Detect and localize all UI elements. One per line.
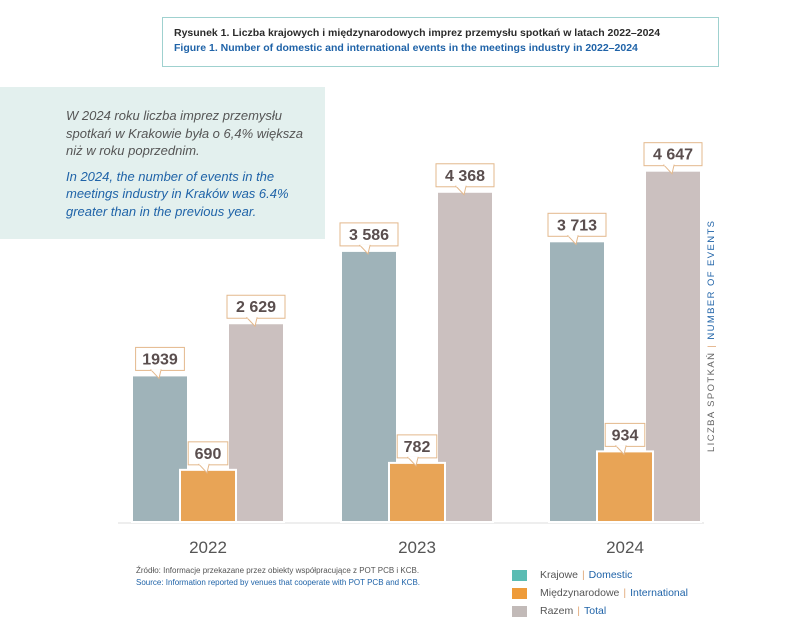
bar-international (179, 468, 237, 523)
legend-separator: | (577, 605, 580, 617)
legend-item-international: Międzynarodowe | International (512, 584, 688, 602)
legend-label-pl: Międzynarodowe (540, 587, 620, 599)
y-axis-label: LICZBA SPOTKAŃ | NUMBER OF EVENTS (706, 219, 722, 452)
legend-swatch-international (512, 587, 527, 599)
legend-label-en: Domestic (588, 569, 633, 581)
bar-total (227, 322, 285, 523)
y-axis-label-en: NUMBER OF EVENTS (706, 219, 717, 340)
bar-total (436, 190, 494, 523)
legend-label-en: Total (584, 605, 607, 617)
data-label-total: 4 368 (445, 168, 485, 185)
data-label-domestic: 3 713 (557, 217, 597, 234)
bar-domestic (131, 374, 189, 523)
legend-separator: | (581, 569, 585, 581)
source-note: Źródło: Informacje przekazane przez obie… (136, 565, 420, 588)
legend-label-pl: Krajowe (540, 569, 578, 581)
data-label-international: 782 (404, 439, 431, 456)
data-label-total: 2 629 (236, 299, 276, 316)
data-label-domestic: 3 586 (349, 227, 389, 244)
figure-title-pl: Rysunek 1. Liczba krajowych i międzynaro… (174, 27, 661, 39)
legend-swatch-total (512, 605, 527, 617)
data-label-domestic: 1939 (142, 351, 178, 368)
note-text-en: In 2024, the number of events in the mee… (66, 168, 289, 219)
highlight-note: W 2024 roku liczba imprez przemysłu spot… (0, 87, 325, 239)
chart-legend: Krajowe | Domestic Międzynarodowe | Inte… (512, 566, 688, 620)
bar-total (644, 169, 702, 523)
data-label-international: 690 (195, 446, 222, 463)
source-text-pl: Źródło: Informacje przekazane przez obie… (136, 566, 420, 575)
figure-title-box: Rysunek 1. Liczba krajowych i międzynaro… (162, 17, 719, 67)
data-label-international: 934 (612, 427, 639, 444)
note-text-pl: W 2024 roku liczba imprez przemysłu spot… (66, 108, 304, 158)
y-axis-label-pl: LICZBA SPOTKAŃ (706, 351, 717, 452)
data-label-total: 4 647 (653, 147, 693, 164)
legend-separator: | (623, 587, 627, 599)
legend-label-en: International (630, 587, 688, 599)
bar-domestic (548, 240, 606, 523)
bar-domestic (340, 249, 398, 523)
x-tick-label: 2022 (189, 538, 227, 557)
figure-title-en: Figure 1. Number of domestic and interna… (174, 42, 638, 54)
legend-swatch-domestic (512, 569, 527, 581)
y-axis-label-separator: | (706, 343, 717, 348)
x-tick-label: 2023 (398, 538, 436, 557)
x-tick-label: 2024 (606, 538, 644, 557)
bar-international (596, 450, 654, 523)
legend-item-domestic: Krajowe | Domestic (512, 566, 688, 584)
legend-item-total: Razem | Total (512, 602, 688, 620)
source-text-en: Source: Information reported by venues t… (136, 577, 421, 587)
legend-label-pl: Razem (540, 605, 574, 617)
bar-international (388, 461, 446, 523)
